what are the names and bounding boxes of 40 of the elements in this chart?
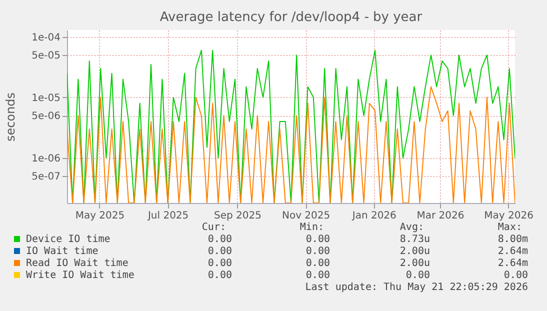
y-tick-label: 1e-05 (32, 92, 60, 104)
legend-label: IO Wait time (26, 246, 98, 257)
text: 0.00 (306, 246, 330, 257)
text: 0.00 (504, 270, 528, 281)
text: 0.00 (208, 234, 232, 245)
text: Cur: (202, 222, 226, 233)
text: 0.00 (208, 258, 232, 269)
y-tick-label: 1e-04 (32, 32, 60, 44)
text: Min: (300, 222, 324, 233)
y-tick-label: 5e-07 (32, 172, 60, 183)
x-tick-label: May 2025 (75, 210, 125, 222)
text: Avg: (400, 222, 424, 233)
y-axis-title: seconds (4, 92, 18, 142)
text: 2.64m (498, 258, 528, 269)
y-tick-label: 1e-06 (32, 153, 60, 164)
x-tick-label: Jan 2026 (351, 210, 396, 222)
text: 2.00u (400, 258, 430, 269)
x-tick-label: May 2026 (484, 210, 534, 222)
text: Last update: Thu May 21 22:05:29 2026 (305, 282, 528, 293)
legend-label: Write IO Wait time (26, 270, 134, 281)
text: 0.00 (208, 246, 232, 257)
text: 0.00 (306, 270, 330, 281)
text: 0.00 (306, 258, 330, 269)
text: 8.73u (400, 234, 430, 245)
text: 0.00 (306, 234, 330, 245)
text: Max: (498, 222, 522, 233)
legend-label: Read IO Wait time (26, 258, 128, 269)
text: 2.64m (498, 246, 528, 257)
text: 2.00u (400, 246, 430, 257)
chart-title: Average latency for /dev/loop4 - by year (160, 10, 423, 25)
x-tick-label: Nov 2025 (282, 210, 330, 222)
x-tick-label: Jul 2025 (146, 210, 189, 222)
text: 0.00 (208, 270, 232, 281)
x-tick-label: Mar 2026 (416, 210, 464, 222)
legend-label: Device IO time (26, 234, 110, 245)
y-tick-label: 5e-05 (32, 50, 60, 62)
y-tick-label: 5e-06 (32, 111, 60, 122)
text: 0.00 (406, 270, 430, 281)
x-tick-label: Sep 2025 (214, 210, 262, 222)
text: 8.00m (498, 234, 528, 245)
